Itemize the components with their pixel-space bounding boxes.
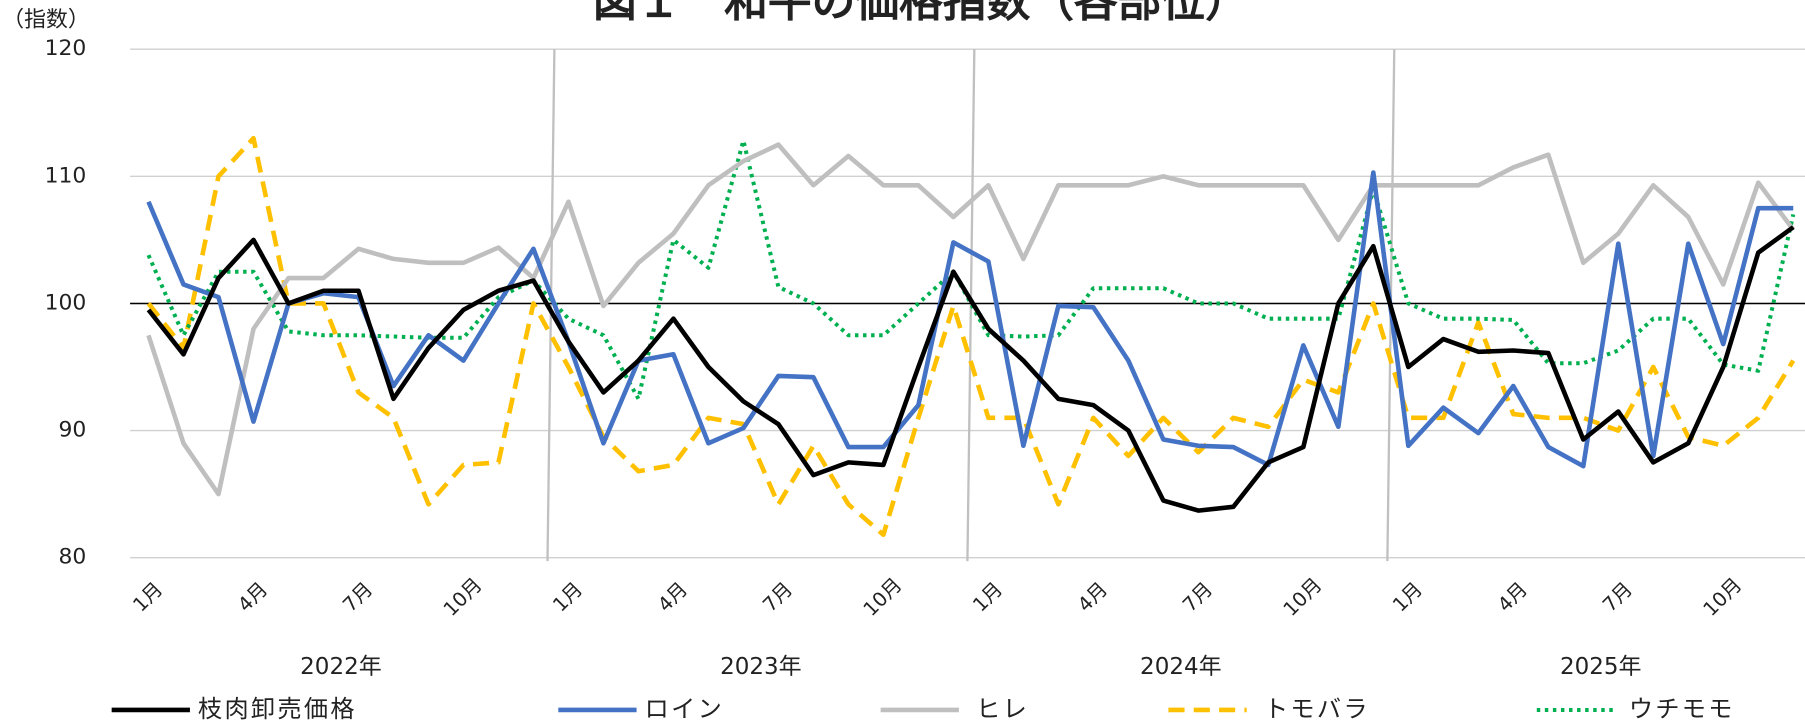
- year-label: 2024年: [1140, 654, 1222, 680]
- y-tick-label: 120: [45, 36, 87, 61]
- chart-title: 図１ 和牛の価格指数（各部位）: [593, 0, 1249, 28]
- year-label: 2022年: [300, 654, 382, 680]
- series-line: [146, 135, 1796, 538]
- series-line: [146, 170, 1794, 469]
- year-label: 2023年: [720, 654, 802, 680]
- x-tick-label: 7月: [758, 578, 797, 617]
- x-tick-label: 1月: [1388, 578, 1427, 617]
- y-tick-label: 90: [59, 418, 87, 443]
- x-tick-label: 10月: [859, 573, 907, 620]
- x-tick-label: 10月: [1699, 573, 1747, 620]
- x-tick-label: 4月: [653, 578, 692, 617]
- year-separator: [966, 49, 976, 562]
- x-tick-label: 1月: [968, 578, 1007, 617]
- legend-label: トモバラ: [1264, 695, 1370, 723]
- y-unit-label: （指数）: [2, 8, 89, 33]
- series-line: [146, 142, 1796, 497]
- x-tick-label: 7月: [338, 578, 377, 617]
- x-tick-label: 7月: [1178, 578, 1217, 617]
- legend-label: ウチモモ: [1629, 695, 1735, 723]
- x-tick-label: 10月: [1279, 573, 1327, 620]
- legend-label: 枝肉卸売価格: [198, 695, 357, 723]
- x-tick-label: 4月: [1073, 578, 1112, 617]
- year-label: 2025年: [1560, 654, 1642, 680]
- y-tick-label: 110: [45, 163, 87, 188]
- legend-label: ヒレ: [976, 695, 1029, 723]
- legend-label: ロイン: [645, 695, 724, 723]
- x-tick-label: 1月: [128, 578, 167, 617]
- y-tick-label: 80: [59, 545, 87, 570]
- y-tick-label: 100: [45, 290, 87, 315]
- series-line: [146, 225, 1795, 513]
- x-tick-label: 1月: [548, 578, 587, 617]
- year-separator: [546, 49, 556, 562]
- x-tick-label: 10月: [439, 573, 487, 620]
- x-tick-label: 4月: [233, 578, 272, 617]
- x-tick-label: 7月: [1598, 578, 1637, 617]
- x-tick-label: 4月: [1493, 578, 1532, 617]
